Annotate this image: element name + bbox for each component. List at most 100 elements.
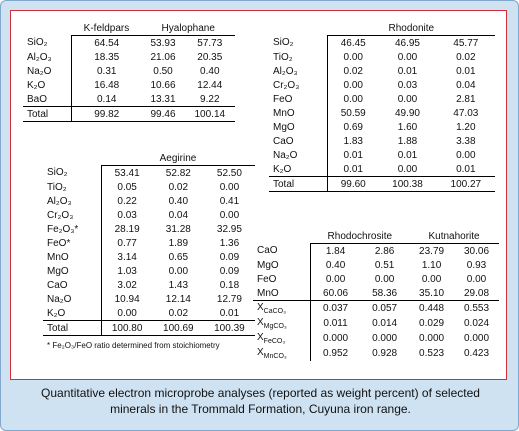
value-cell: 0.00 [117,307,137,319]
label-text: Al₂O₃ [273,65,298,77]
row-label: MgO [269,120,329,134]
value-cell: 52.50 [216,167,242,179]
value-cell: 0.01 [343,163,363,175]
value-cell: 0.65 [168,251,189,263]
value-cell: 0.69 [343,121,363,133]
label-text: Fe₂O₃* [47,223,79,235]
value-cell: 0.00 [374,273,395,285]
value-cell: 57.73 [197,37,223,49]
value-cell: 10.66 [150,79,176,91]
row-label: CaO [43,278,102,292]
row-label: Cr₂O₃ [43,208,102,222]
row-label: Na₂O [23,64,72,78]
row-label: SiO₂ [43,165,102,180]
row-label: FeO* [43,236,102,250]
header-row: Aegirine [43,151,255,166]
value-cell: 0.41 [219,195,240,207]
label-text: SiO₂ [47,167,68,179]
label-text: MnO [273,107,295,119]
value-cell: 0.01 [397,65,418,77]
table-row: K₂O 0.00 0.02 0.01 [43,306,255,321]
value-cell: 0.01 [219,307,240,319]
label-text: CaO [273,135,294,147]
value-cell: 0.40 [168,195,189,207]
value-cell: 0.93 [466,259,487,271]
data-table: Rhodochrosite Kutnahorite CaO 1.84 2.86 23.79… [253,229,499,361]
value-cell: 0.09 [219,251,240,263]
value-cell: 0.553 [454,300,499,316]
table-row: FeO 0.00 0.00 0.00 0.00 [253,272,499,286]
table-row: Cr₂O₃ 0.03 0.04 0.00 [43,208,255,222]
value-cell: 0.02 [168,307,189,319]
value-cell: 12.44 [197,79,223,91]
table-row: MgO 1.03 0.00 0.09 [43,264,255,278]
value-cell: 0.40 [200,65,220,77]
label-text: K₂O [273,163,292,175]
group-header: Rhodochrosite [310,229,410,244]
row-label: Cr₂O₃ [269,78,329,92]
label-text: FeO [257,273,277,285]
data-table: Aegirine SiO₂ 53.41 52.82 52.50 TiO₂ 0.05 0.02 0… [43,151,255,352]
label-text: X [257,317,264,328]
value-cell: 1.03 [117,265,137,277]
value-cell: 0.928 [372,348,398,359]
label-text: MnO [257,287,279,299]
value-cell: 0.02 [343,65,363,77]
label-subscript: FeCO₃ [263,338,286,345]
row-label: K₂O [23,78,72,92]
table-row: Total 100.80 100.69 100.39 [43,320,255,336]
row-label: Total [43,320,102,336]
table-row: Total 99.82 99.46 100.14 [23,106,235,122]
value-cell: 0.77 [117,237,137,249]
table-row: MnO 3.14 0.65 0.09 [43,250,255,264]
row-label: XMnCO₃ [253,346,311,361]
value-cell: 3.02 [117,279,137,291]
table-row: FeO* 0.77 1.89 1.36 [43,236,255,250]
header-cell [43,151,101,166]
table-row: CaO 3.02 1.43 0.18 [43,278,255,292]
row-label: Fe₂O₃* [43,222,102,236]
value-cell: 0.029 [419,318,445,329]
label-text: Al₂O₃ [27,51,52,63]
value-cell: 0.523 [419,348,445,359]
label-subscript: MgCO₃ [263,323,287,330]
value-cell: 1.10 [421,259,442,271]
label-subscript: CaCO₃ [263,308,286,315]
value-cell: 0.00 [325,273,346,285]
table-row: K₂O 16.48 10.66 12.44 [23,78,235,92]
label-text: SiO₂ [27,37,48,49]
table-row: TiO₂ 0.00 0.00 0.02 [269,50,495,64]
group-header: Hyalophane [141,21,235,36]
value-cell: 35.10 [419,287,445,299]
table-row: Na₂O 0.31 0.50 0.40 [23,64,235,78]
label-text: Al₂O₃ [47,195,72,207]
value-cell: 3.14 [117,251,137,263]
row-label: XFeCO₃ [253,331,311,346]
label-text: X [257,347,264,358]
label-text: X [257,332,264,343]
value-cell: 0.22 [117,195,137,207]
table-row: TiO₂ 0.05 0.02 0.00 [43,180,255,194]
table-row: MnO 50.59 49.90 47.03 [269,106,495,120]
value-cell: 0.02 [456,51,476,63]
label-text: Total [47,322,69,334]
value-cell: 31.28 [165,223,191,235]
label-text: Na₂O [273,149,298,161]
row-label: Total [23,106,72,122]
value-cell: 0.02 [168,181,189,193]
value-cell: 0.00 [421,273,442,285]
table-row: MgO 0.69 1.60 1.20 [269,120,495,134]
value-cell: 60.06 [323,287,349,299]
value-cell: 9.22 [200,93,220,105]
value-cell: 100.14 [184,106,235,122]
value-cell: 0.00 [397,51,418,63]
row-label: SiO₂ [269,35,329,50]
row-label: Al₂O₃ [269,64,329,78]
label-text: MgO [47,265,69,277]
value-cell: 0.448 [409,300,455,316]
value-cell: 0.00 [343,79,363,91]
value-cell: 99.82 [71,106,142,122]
row-label: Al₂O₃ [23,50,72,64]
value-cell: 1.43 [168,279,189,291]
value-cell: 46.95 [394,37,420,49]
